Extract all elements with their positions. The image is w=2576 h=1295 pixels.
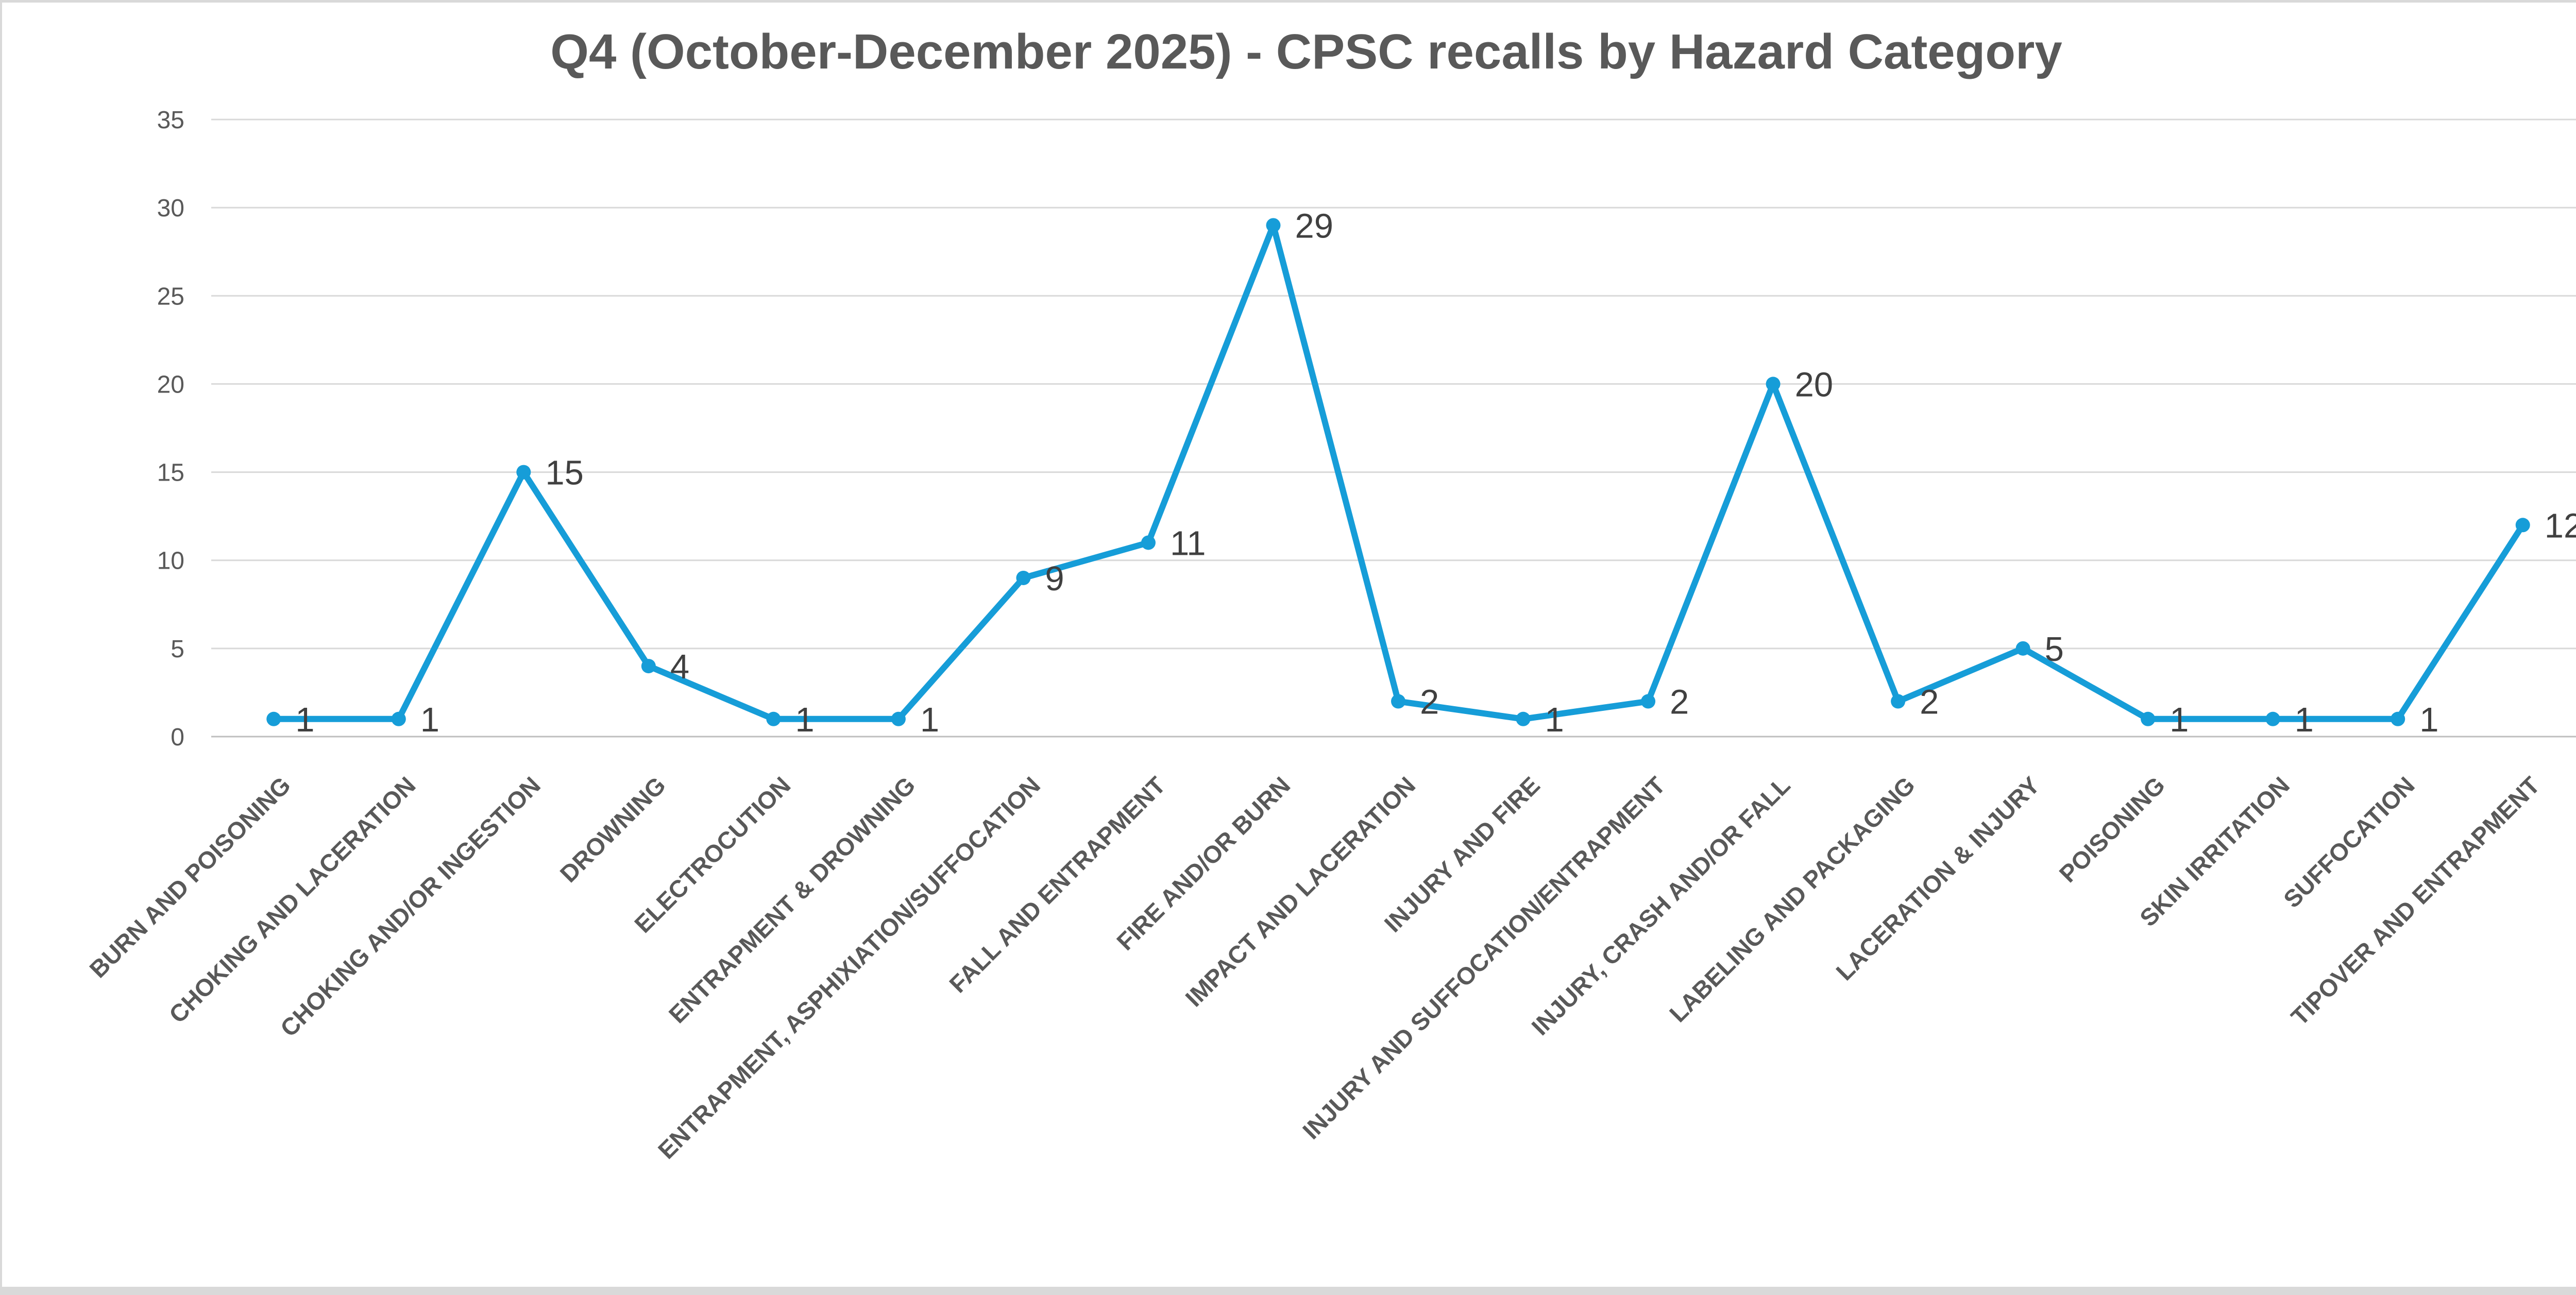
data-point-label: 1: [795, 701, 814, 739]
data-point-marker: [1266, 218, 1281, 233]
y-tick-label: 30: [157, 195, 184, 222]
data-point-marker: [2391, 711, 2405, 726]
line-series: [266, 218, 2530, 726]
data-point-label: 15: [545, 454, 584, 492]
data-point-marker: [1641, 694, 1656, 709]
data-point-marker: [391, 711, 406, 726]
data-point-marker: [766, 711, 781, 726]
data-point-marker: [891, 711, 906, 726]
data-point-marker: [266, 711, 281, 726]
data-point-label: 4: [670, 648, 689, 686]
y-tick-label: 15: [157, 459, 184, 487]
data-point-label: 11: [1170, 524, 1206, 563]
data-point-marker: [1516, 711, 1531, 726]
data-point-label: 1: [2419, 701, 2438, 739]
y-tick-label: 25: [157, 283, 184, 310]
data-point-label: 5: [2045, 630, 2064, 669]
data-point-label: 29: [1295, 207, 1333, 245]
data-point-marker: [516, 465, 531, 480]
data-point-label: 1: [2170, 701, 2189, 739]
data-point-marker: [2015, 641, 2030, 656]
data-point-label: 2: [1670, 683, 1689, 722]
data-point-marker: [2265, 711, 2280, 726]
y-tick-label: 20: [157, 371, 184, 398]
y-tick-label: 35: [157, 107, 184, 134]
data-point-label: 1: [1545, 701, 1564, 739]
data-point-label: 9: [1045, 559, 1064, 598]
y-axis-tick-labels: 0 5 10 15 20 25 30 35: [157, 107, 184, 751]
data-point-label: 2: [1420, 683, 1439, 722]
data-point-marker: [2141, 711, 2156, 726]
y-tick-label: 5: [171, 636, 184, 663]
chart-title: Q4 (October-December 2025) - CPSC recall…: [550, 24, 2062, 79]
data-point-marker: [641, 659, 656, 674]
gridlines: [211, 118, 2576, 738]
data-point-label: 2: [1920, 683, 1939, 722]
data-point-label: 1: [920, 701, 939, 739]
data-point-marker: [1891, 694, 1906, 709]
data-point-marker: [1141, 535, 1156, 550]
y-tick-label: 0: [171, 724, 184, 751]
data-point-marker: [1016, 570, 1031, 585]
data-point-marker: [1391, 694, 1405, 709]
data-point-label: 1: [295, 701, 314, 739]
data-point-label: 1: [420, 701, 439, 739]
data-point-marker: [2515, 518, 2530, 533]
data-point-label: 12: [2545, 506, 2576, 545]
y-tick-label: 10: [157, 548, 184, 575]
data-point-marker: [1766, 377, 1781, 391]
data-point-label: 1: [2295, 701, 2314, 739]
data-point-label: 20: [1795, 365, 1834, 404]
chart-panel: [2, 3, 2576, 1287]
